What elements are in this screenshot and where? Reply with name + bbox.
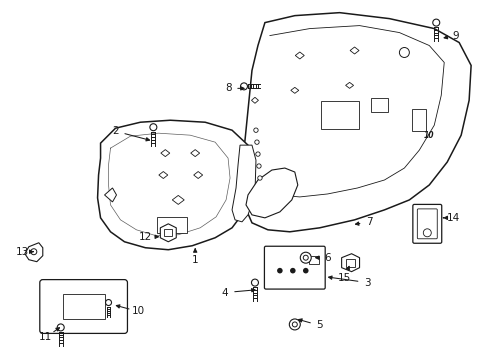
Text: 6: 6 (324, 253, 331, 263)
Circle shape (150, 124, 157, 131)
Bar (413, 109, 426, 131)
FancyBboxPatch shape (40, 280, 127, 333)
FancyBboxPatch shape (413, 204, 442, 243)
Text: 1: 1 (192, 255, 198, 265)
Circle shape (303, 268, 309, 274)
Circle shape (423, 229, 431, 237)
Text: 3: 3 (364, 278, 371, 288)
Text: 11: 11 (39, 332, 52, 342)
Text: 12: 12 (139, 232, 152, 242)
Circle shape (241, 83, 247, 90)
Bar (321, 101, 359, 129)
Polygon shape (232, 145, 256, 222)
Polygon shape (350, 47, 359, 54)
Polygon shape (240, 13, 471, 232)
Circle shape (258, 176, 262, 180)
Polygon shape (104, 188, 117, 202)
FancyBboxPatch shape (265, 246, 325, 289)
Polygon shape (291, 87, 299, 93)
Polygon shape (246, 168, 298, 218)
Text: 13: 13 (16, 247, 29, 257)
Polygon shape (342, 254, 360, 272)
Bar (346, 259, 355, 267)
Circle shape (289, 319, 300, 330)
Bar (370, 98, 389, 112)
Circle shape (105, 300, 112, 306)
Text: 5: 5 (317, 320, 323, 330)
Text: 14: 14 (446, 213, 460, 223)
Circle shape (277, 268, 283, 274)
Polygon shape (160, 224, 176, 242)
Circle shape (399, 48, 409, 58)
Text: 10: 10 (424, 131, 435, 140)
Circle shape (31, 249, 37, 255)
Polygon shape (98, 120, 252, 250)
Circle shape (293, 322, 297, 327)
Circle shape (255, 140, 259, 144)
Polygon shape (194, 171, 203, 179)
Circle shape (290, 268, 295, 274)
Text: 9: 9 (453, 31, 460, 41)
Text: 8: 8 (225, 84, 231, 93)
FancyBboxPatch shape (417, 209, 437, 239)
Circle shape (256, 152, 260, 156)
Polygon shape (172, 195, 184, 204)
Polygon shape (191, 150, 200, 157)
Polygon shape (161, 150, 170, 157)
Polygon shape (251, 97, 258, 103)
Text: 15: 15 (338, 273, 351, 283)
Circle shape (303, 255, 308, 260)
Bar (63, 293, 104, 319)
Circle shape (257, 164, 261, 168)
Circle shape (57, 324, 64, 331)
Bar (164, 229, 172, 236)
Circle shape (251, 279, 258, 286)
Circle shape (254, 128, 258, 132)
Polygon shape (25, 243, 43, 262)
Bar (309, 256, 318, 264)
Polygon shape (345, 82, 354, 88)
Bar (157, 217, 187, 233)
Circle shape (433, 19, 440, 26)
Text: 7: 7 (366, 217, 373, 227)
Polygon shape (159, 171, 168, 179)
Text: 2: 2 (112, 126, 119, 136)
Text: 10: 10 (132, 306, 145, 316)
Text: 4: 4 (222, 288, 228, 298)
Circle shape (300, 252, 311, 263)
Polygon shape (295, 52, 304, 59)
